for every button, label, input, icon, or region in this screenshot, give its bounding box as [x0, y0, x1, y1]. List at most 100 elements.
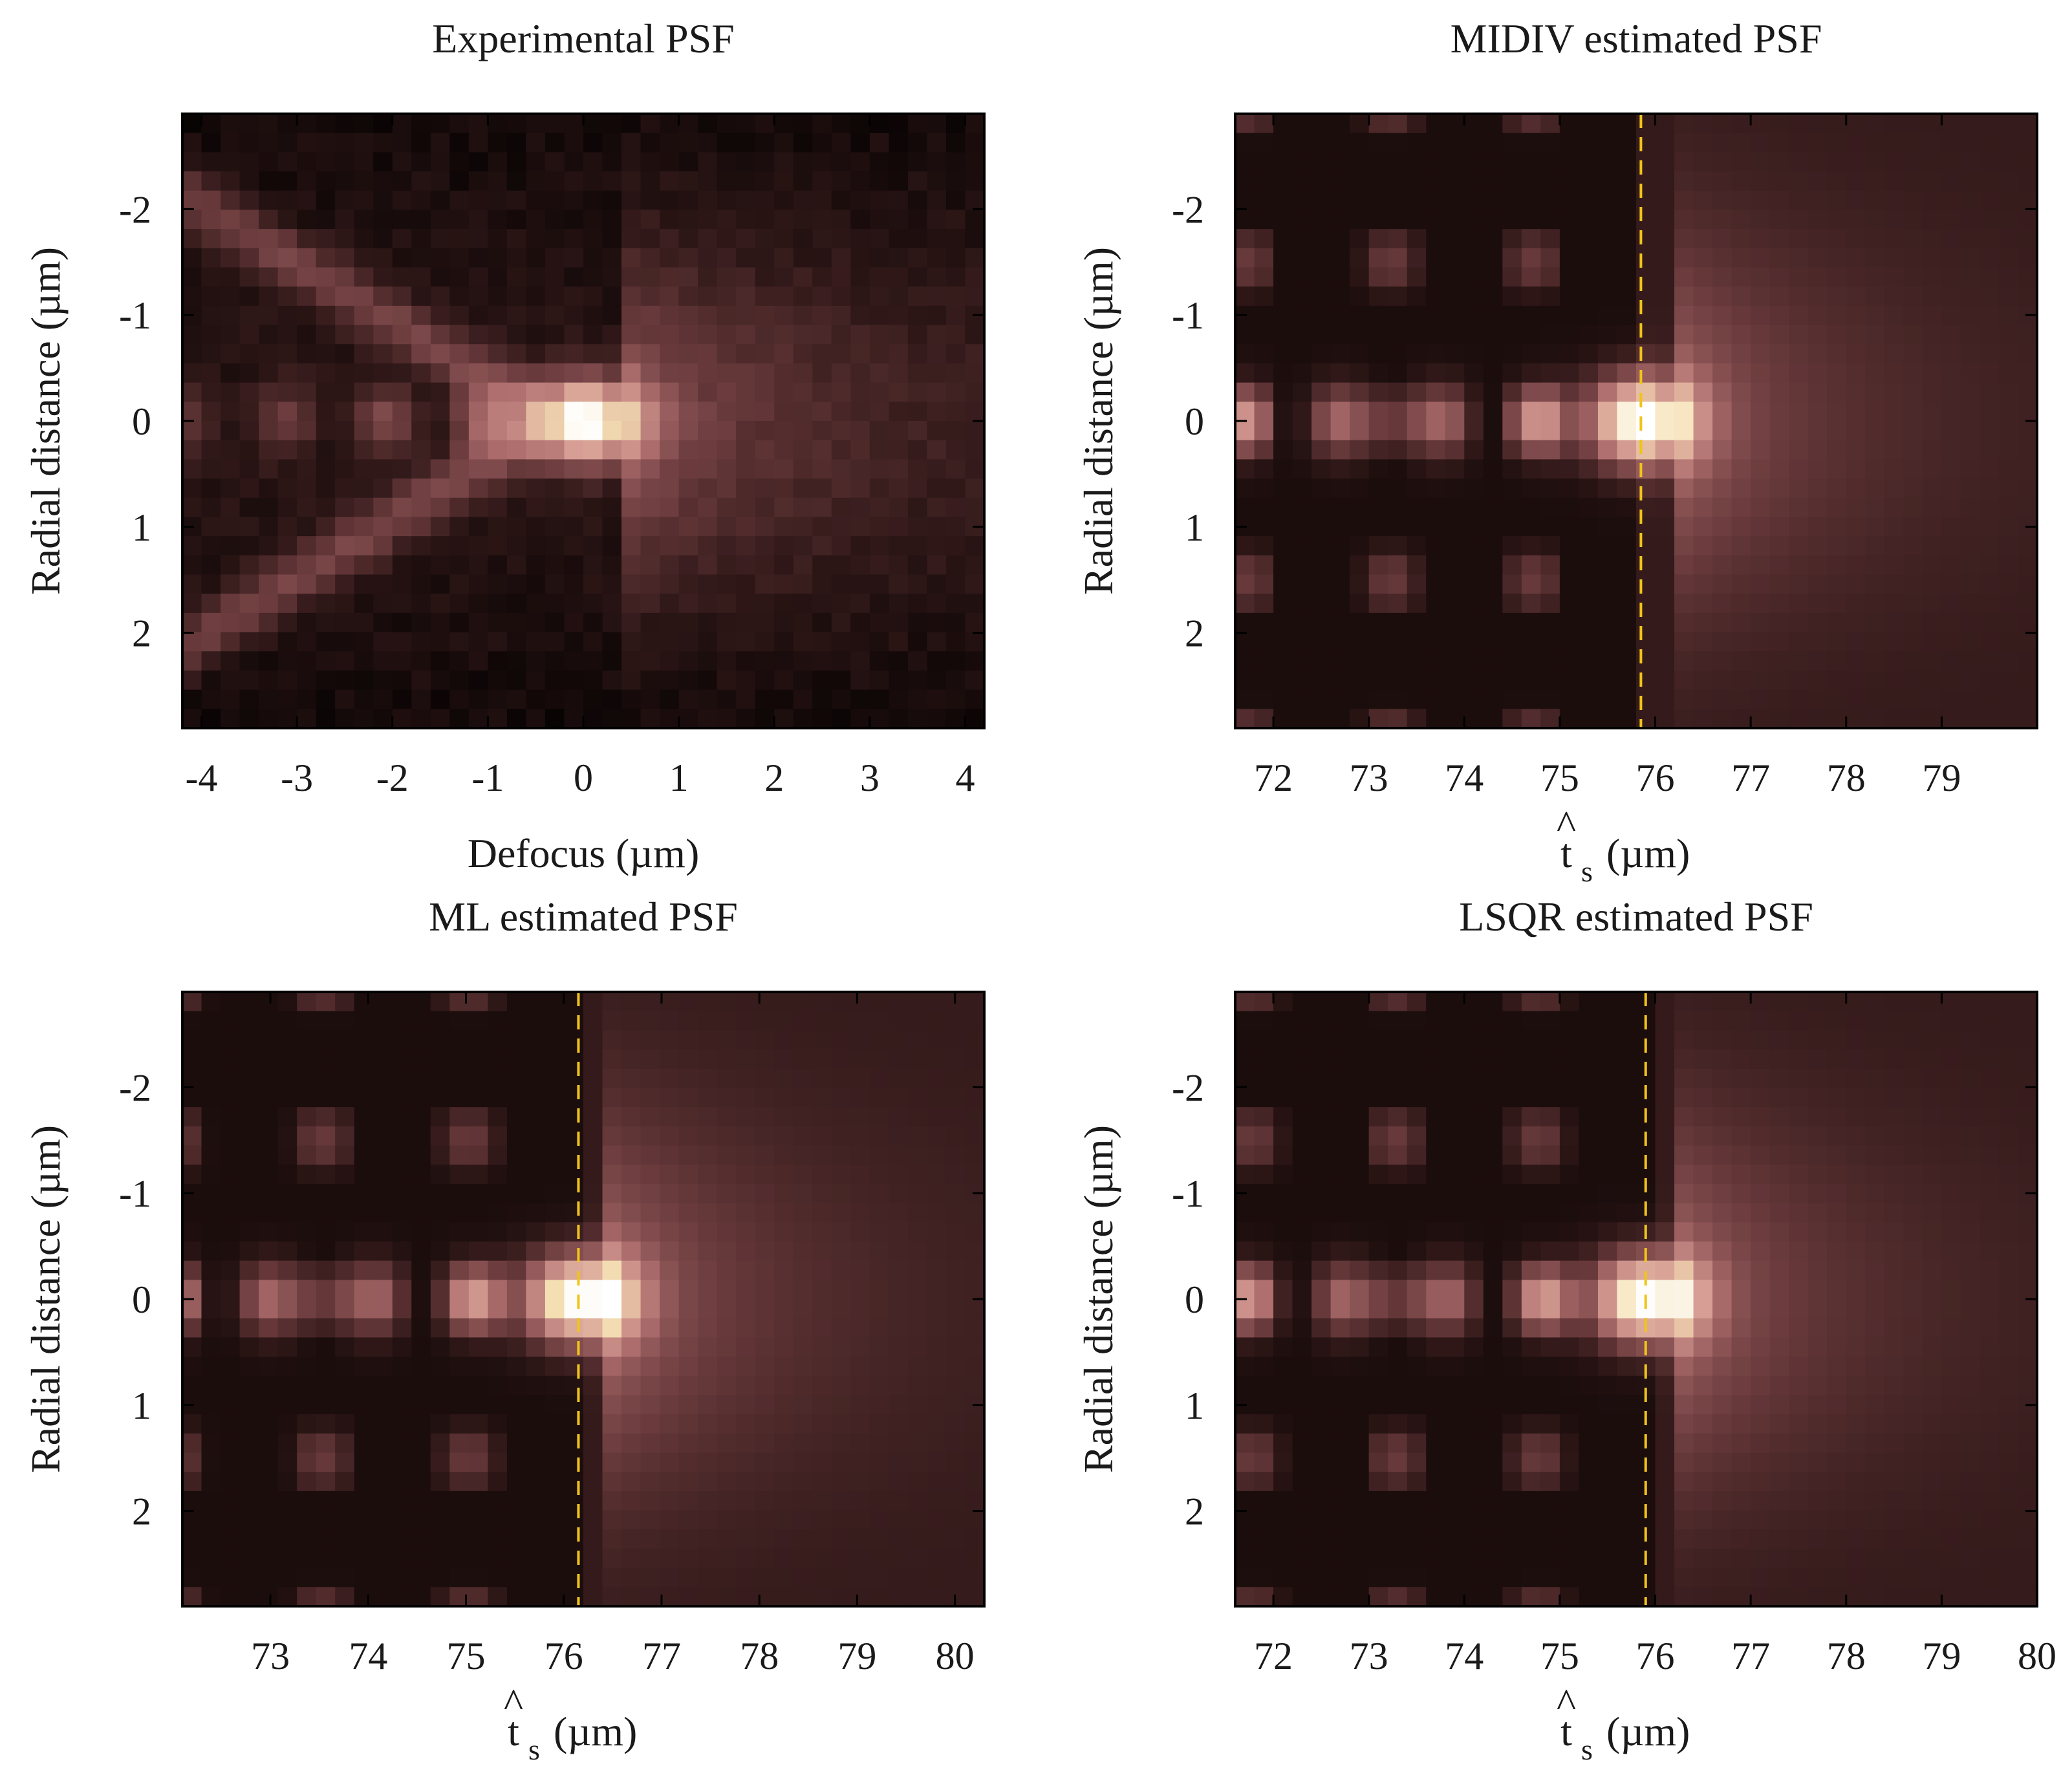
heatmap-cell [907, 421, 928, 441]
heatmap-cell [1636, 267, 1656, 287]
heatmap-cell [698, 670, 718, 691]
heatmap-cell [850, 267, 870, 287]
heatmap-cell [1407, 190, 1427, 211]
heatmap-cell [1254, 1433, 1274, 1454]
heatmap-cell [1483, 286, 1503, 307]
heatmap-cell [850, 363, 870, 383]
heatmap-cell [1311, 574, 1332, 594]
heatmap-cell [1751, 555, 1771, 576]
heatmap-cell [297, 152, 317, 172]
heatmap-cell [678, 1452, 698, 1472]
heatmap-cell [354, 1145, 374, 1165]
heatmap-cell [316, 632, 336, 652]
heatmap-cell [1464, 1280, 1484, 1300]
heatmap-cell [1597, 1587, 1618, 1607]
heatmap-cell [1751, 344, 1771, 364]
y-tick-label: -2 [119, 1066, 151, 1109]
heatmap-cell [1273, 1567, 1293, 1587]
heatmap-cell [1330, 992, 1350, 1012]
heatmap-cell [201, 1222, 221, 1242]
heatmap-cell [1636, 305, 1656, 326]
heatmap-cell [1273, 1490, 1293, 1511]
heatmap-cell [1846, 248, 1866, 268]
heatmap-cell [277, 1472, 297, 1492]
heatmap-cell [1559, 344, 1580, 364]
heatmap-cell [297, 1165, 317, 1185]
heatmap-cell [907, 612, 928, 633]
heatmap-cell [201, 670, 221, 691]
heatmap-cell [468, 517, 488, 537]
heatmap-cell [1731, 114, 1751, 134]
heatmap-cell [831, 305, 851, 326]
heatmap-cell [1330, 1510, 1350, 1530]
heatmap-cell [927, 1088, 947, 1108]
heatmap-cell [965, 612, 985, 633]
heatmap-cell [1655, 1337, 1675, 1357]
heatmap-cell [1350, 1510, 1370, 1530]
heatmap-cell [1350, 440, 1370, 460]
heatmap-cell [277, 1280, 297, 1300]
heatmap-cell [221, 1165, 241, 1185]
heatmap-cell [812, 1395, 832, 1415]
heatmap-cell [1540, 1433, 1560, 1454]
heatmap-cell [1865, 536, 1885, 556]
heatmap-cell [1827, 171, 1847, 191]
heatmap-cell [1235, 1375, 1255, 1396]
heatmap-cell [1235, 286, 1255, 307]
heatmap-cell [831, 555, 851, 576]
heatmap-cell [698, 1049, 718, 1070]
x-tick-label: 80 [936, 1635, 975, 1677]
heatmap-cell [717, 1587, 737, 1607]
heatmap-cell [277, 1088, 297, 1108]
heatmap-cell [1407, 152, 1427, 172]
heatmap-cell [239, 1165, 259, 1185]
heatmap-cell [1502, 517, 1522, 537]
heatmap-cell [411, 459, 431, 479]
heatmap-cell [1693, 1126, 1713, 1146]
heatmap-cell [1941, 670, 1961, 691]
heatmap-cell [468, 992, 488, 1012]
heatmap-cell [1655, 325, 1675, 345]
heatmap-cell [1350, 574, 1370, 594]
heatmap-cell [717, 574, 737, 594]
heatmap-cell [1922, 325, 1942, 345]
heatmap-cell [297, 114, 317, 134]
heatmap-cell [221, 651, 241, 671]
heatmap-cell [297, 1567, 317, 1587]
heatmap-cell [1311, 133, 1332, 153]
heatmap-cell [354, 1165, 374, 1185]
heatmap-cell [717, 171, 737, 191]
heatmap-cell [430, 992, 450, 1012]
heatmap-cell [1559, 1452, 1580, 1472]
heatmap-cell [259, 114, 279, 134]
heatmap-cell [850, 286, 870, 307]
heatmap-cell [1636, 555, 1656, 576]
heatmap-cell [889, 709, 909, 729]
heatmap-cell [1464, 1088, 1484, 1108]
heatmap-cell [812, 1183, 832, 1204]
heatmap-cell [1388, 325, 1408, 345]
heatmap-cell [1407, 286, 1427, 307]
heatmap-cell [1559, 267, 1580, 287]
heatmap-cell [488, 1126, 508, 1146]
heatmap-cell [526, 632, 546, 652]
heatmap-cell [717, 497, 737, 518]
heatmap-cell [1350, 152, 1370, 172]
heatmap-cell [1636, 689, 1656, 709]
heatmap-cell [1731, 651, 1751, 671]
heatmap-cell [602, 670, 622, 691]
heatmap-cell [965, 1222, 985, 1242]
heatmap-cell [449, 479, 469, 499]
heatmap-cell [1597, 1337, 1618, 1357]
heatmap-cell [1655, 1414, 1675, 1434]
heatmap-cell [1350, 1049, 1370, 1070]
heatmap-cell [1388, 286, 1408, 307]
heatmap-cell [927, 1529, 947, 1549]
heatmap-cell [277, 1165, 297, 1185]
heatmap-cell [354, 1011, 374, 1031]
heatmap-cell [1483, 555, 1503, 576]
heatmap-cell [1789, 133, 1809, 153]
heatmap-cell [545, 1183, 565, 1204]
heatmap-cell [1254, 992, 1274, 1012]
